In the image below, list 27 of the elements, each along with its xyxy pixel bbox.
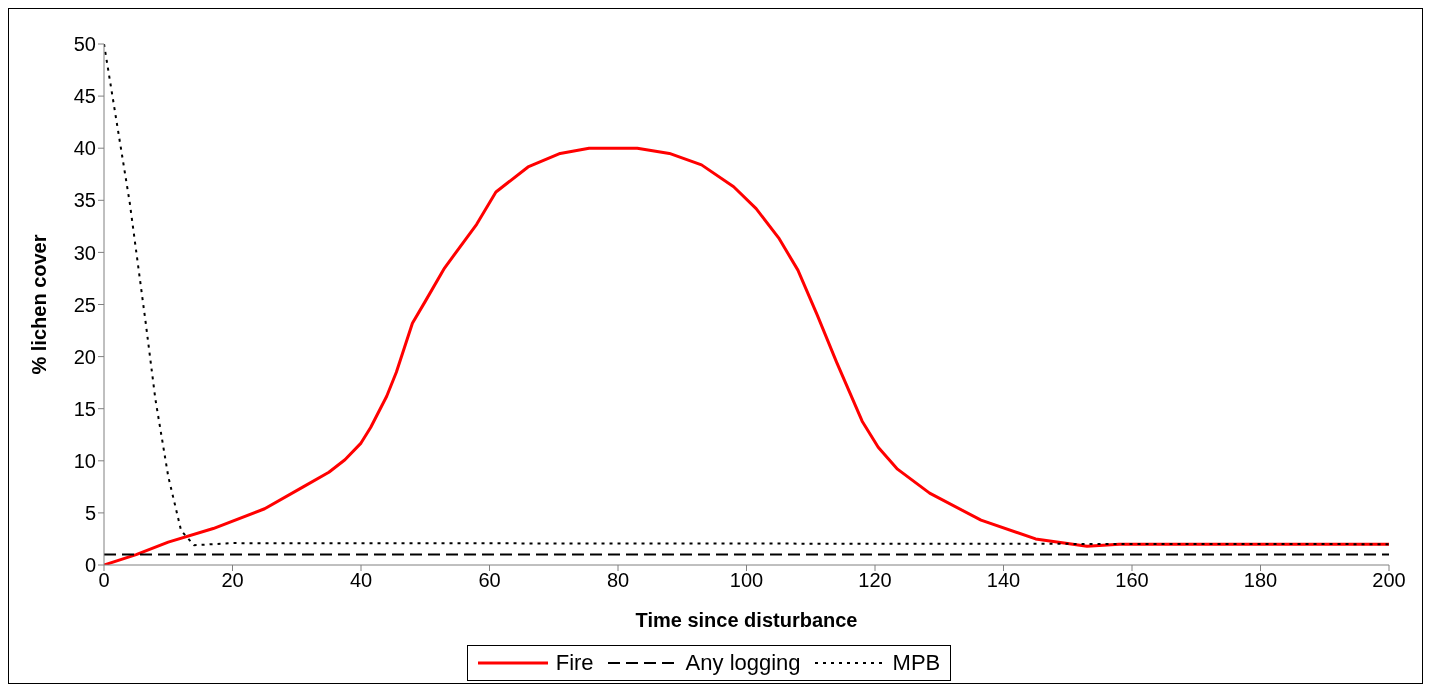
x-tick-label: 20 xyxy=(221,569,244,592)
x-tick-label: 200 xyxy=(1372,569,1406,592)
x-tick-label: 100 xyxy=(729,569,764,592)
y-tick-label: 30 xyxy=(73,241,96,264)
y-tick-label: 0 xyxy=(84,554,96,577)
y-tick-label: 35 xyxy=(73,189,96,212)
x-tick-label: 160 xyxy=(1115,569,1149,592)
x-tick-label: 140 xyxy=(986,569,1021,592)
x-tick-label: 0 xyxy=(98,569,110,592)
y-tick-label: 20 xyxy=(73,345,96,368)
y-tick-label: 25 xyxy=(73,293,96,316)
legend-label: Any logging xyxy=(685,650,801,676)
y-tick-label: 45 xyxy=(73,85,96,108)
x-axis-title: Time since disturbance xyxy=(635,609,858,631)
x-tick-label: 120 xyxy=(858,569,892,592)
x-tick-label: 80 xyxy=(606,569,630,592)
legend-label: MPB xyxy=(892,650,941,676)
y-tick-label: 10 xyxy=(73,449,96,472)
legend-label: Fire xyxy=(555,650,594,676)
x-tick-label: 40 xyxy=(349,569,373,592)
x-tick-label: 180 xyxy=(1243,569,1278,592)
y-tick-label: 50 xyxy=(73,33,96,56)
y-tick-label: 40 xyxy=(73,137,96,160)
y-tick-label: 15 xyxy=(73,397,96,420)
y-tick-label: 5 xyxy=(84,502,96,524)
y-axis-title: % lichen cover xyxy=(28,234,51,375)
x-tick-label: 60 xyxy=(478,569,501,592)
